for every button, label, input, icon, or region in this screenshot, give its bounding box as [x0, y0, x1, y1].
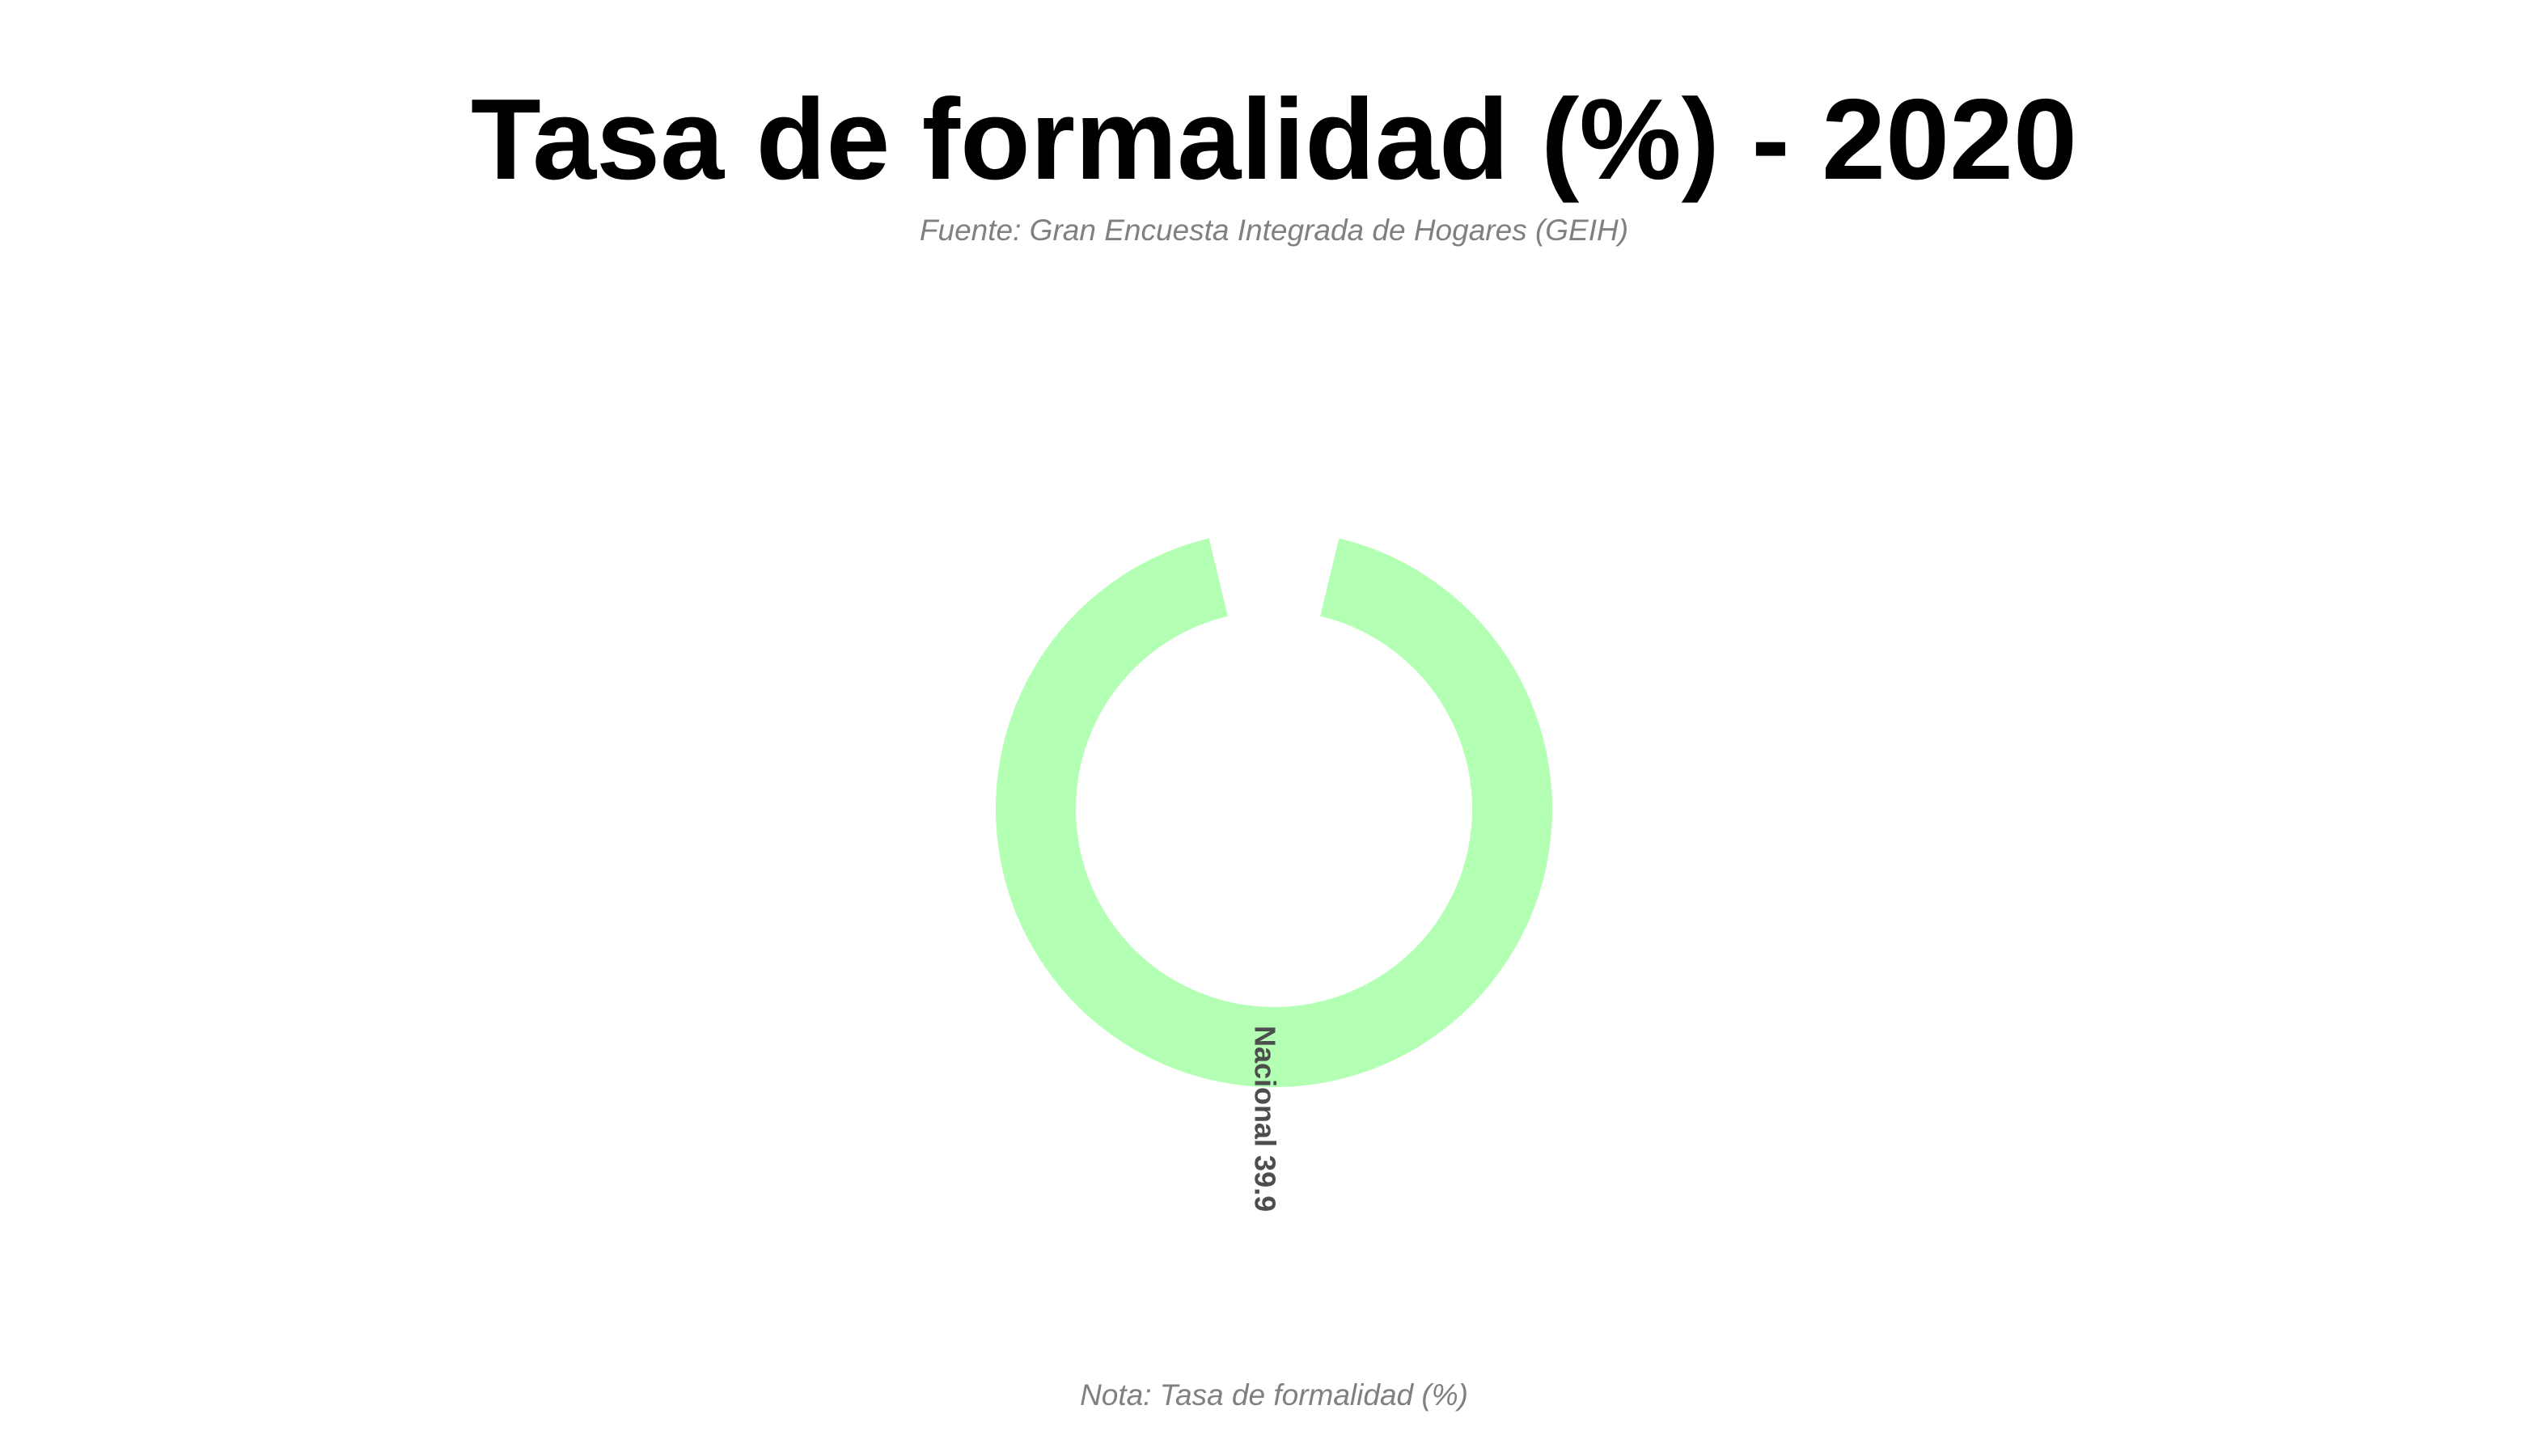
labels-layer: Nacional 39.9 [1249, 1026, 1282, 1212]
bar-nacional [996, 538, 1552, 1087]
chart-caption: Nota: Tasa de formalidad (%) [1080, 1378, 1468, 1412]
chart-subtitle: Fuente: Gran Encuesta Integrada de Hogar… [919, 214, 1629, 247]
bar-label-nacional: Nacional 39.9 [1249, 1026, 1282, 1212]
chart-title: Tasa de formalidad (%) - 2020 [471, 75, 2077, 204]
bars-layer [996, 538, 1552, 1087]
